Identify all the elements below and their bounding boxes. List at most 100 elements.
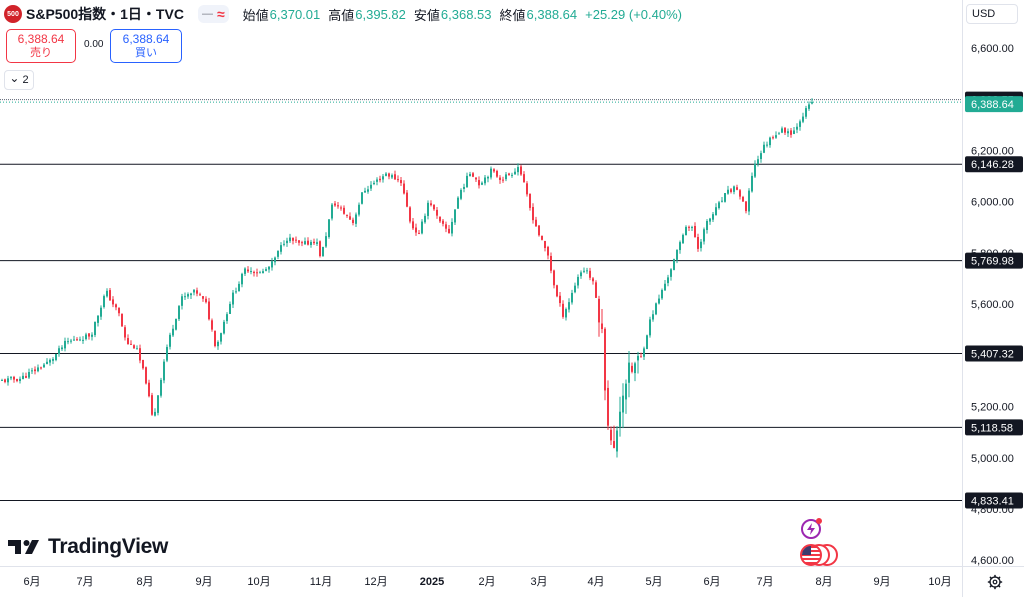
symbol-logo[interactable]: 500 bbox=[4, 5, 22, 23]
candle[interactable] bbox=[271, 257, 273, 271]
candle[interactable] bbox=[475, 177, 477, 182]
candle[interactable] bbox=[274, 256, 276, 266]
candle[interactable] bbox=[754, 160, 756, 179]
candle[interactable] bbox=[370, 181, 372, 191]
candle[interactable] bbox=[406, 190, 408, 208]
candle[interactable] bbox=[49, 358, 51, 366]
candle[interactable] bbox=[469, 171, 471, 177]
candle[interactable] bbox=[781, 126, 783, 134]
candle[interactable] bbox=[616, 426, 618, 458]
candle[interactable] bbox=[613, 425, 615, 449]
candle[interactable] bbox=[481, 181, 483, 186]
candle[interactable] bbox=[61, 345, 63, 351]
candle[interactable] bbox=[169, 332, 171, 350]
candle[interactable] bbox=[745, 201, 747, 214]
candle[interactable] bbox=[790, 127, 792, 138]
candle[interactable] bbox=[541, 235, 543, 241]
candle[interactable] bbox=[295, 236, 297, 244]
candle[interactable] bbox=[160, 377, 162, 398]
currency-selector[interactable]: USD bbox=[966, 4, 1018, 24]
candle[interactable] bbox=[19, 376, 21, 384]
candle[interactable] bbox=[709, 217, 711, 225]
candle[interactable] bbox=[775, 131, 777, 139]
candle[interactable] bbox=[421, 219, 423, 235]
candle[interactable] bbox=[577, 274, 579, 289]
candle[interactable] bbox=[394, 170, 396, 180]
candle[interactable] bbox=[82, 336, 84, 344]
candle[interactable] bbox=[361, 192, 363, 205]
candle[interactable] bbox=[70, 338, 72, 344]
candle[interactable] bbox=[187, 292, 189, 299]
candle[interactable] bbox=[112, 296, 114, 308]
candle[interactable] bbox=[190, 292, 192, 300]
candle[interactable] bbox=[73, 335, 75, 341]
candle[interactable] bbox=[604, 327, 606, 401]
candle[interactable] bbox=[145, 366, 147, 385]
candle[interactable] bbox=[715, 203, 717, 216]
candle[interactable] bbox=[130, 340, 132, 345]
candle[interactable] bbox=[220, 332, 222, 345]
candle[interactable] bbox=[691, 225, 693, 231]
candle[interactable] bbox=[796, 123, 798, 134]
candle[interactable] bbox=[328, 219, 330, 239]
candle[interactable] bbox=[148, 379, 150, 398]
candle[interactable] bbox=[43, 362, 45, 368]
candle[interactable] bbox=[301, 240, 303, 247]
candle[interactable] bbox=[436, 207, 438, 219]
candle[interactable] bbox=[46, 358, 48, 365]
candle[interactable] bbox=[736, 184, 738, 191]
candle[interactable] bbox=[79, 336, 81, 342]
candle[interactable] bbox=[484, 175, 486, 186]
candle[interactable] bbox=[118, 307, 120, 317]
candle[interactable] bbox=[88, 333, 90, 340]
candle[interactable] bbox=[337, 202, 339, 209]
candle[interactable] bbox=[196, 287, 198, 297]
candle[interactable] bbox=[109, 288, 111, 301]
level-price-tag[interactable] bbox=[965, 156, 1023, 173]
candle[interactable] bbox=[403, 180, 405, 195]
candle[interactable] bbox=[199, 292, 201, 296]
axis-corner[interactable] bbox=[962, 566, 1024, 597]
candle[interactable] bbox=[388, 172, 390, 180]
candle[interactable] bbox=[277, 250, 279, 260]
level-price-tag[interactable] bbox=[965, 252, 1023, 269]
candle[interactable] bbox=[526, 181, 528, 197]
candle[interactable] bbox=[688, 225, 690, 231]
candle[interactable] bbox=[712, 212, 714, 222]
candle[interactable] bbox=[478, 176, 480, 189]
candle[interactable] bbox=[811, 98, 813, 105]
candle[interactable] bbox=[586, 267, 588, 274]
candle[interactable] bbox=[31, 367, 33, 375]
candle[interactable] bbox=[739, 188, 741, 200]
candle[interactable] bbox=[535, 216, 537, 227]
candle[interactable] bbox=[304, 237, 306, 246]
candle[interactable] bbox=[310, 239, 312, 248]
candle[interactable] bbox=[154, 408, 156, 417]
candle[interactable] bbox=[133, 344, 135, 349]
candle[interactable] bbox=[631, 362, 633, 374]
level-price-tag[interactable] bbox=[965, 419, 1023, 436]
candle[interactable] bbox=[409, 206, 411, 224]
candle[interactable] bbox=[346, 214, 348, 218]
candle[interactable] bbox=[259, 270, 261, 274]
candle[interactable] bbox=[376, 177, 378, 186]
candle[interactable] bbox=[595, 280, 597, 299]
candle[interactable] bbox=[67, 337, 69, 345]
candle[interactable] bbox=[232, 289, 234, 308]
candle[interactable] bbox=[280, 242, 282, 255]
candle[interactable] bbox=[751, 172, 753, 193]
candle[interactable] bbox=[214, 330, 216, 348]
candle[interactable] bbox=[208, 297, 210, 321]
candle[interactable] bbox=[37, 364, 39, 373]
candle[interactable] bbox=[7, 375, 9, 386]
candle[interactable] bbox=[322, 246, 324, 257]
candle[interactable] bbox=[544, 240, 546, 252]
candle[interactable] bbox=[58, 345, 60, 357]
candle[interactable] bbox=[418, 230, 420, 235]
candle[interactable] bbox=[724, 192, 726, 203]
candle[interactable] bbox=[247, 266, 249, 274]
candle[interactable] bbox=[520, 164, 522, 176]
candle[interactable] bbox=[379, 175, 381, 183]
candle[interactable] bbox=[292, 237, 294, 245]
candle[interactable] bbox=[52, 357, 54, 365]
